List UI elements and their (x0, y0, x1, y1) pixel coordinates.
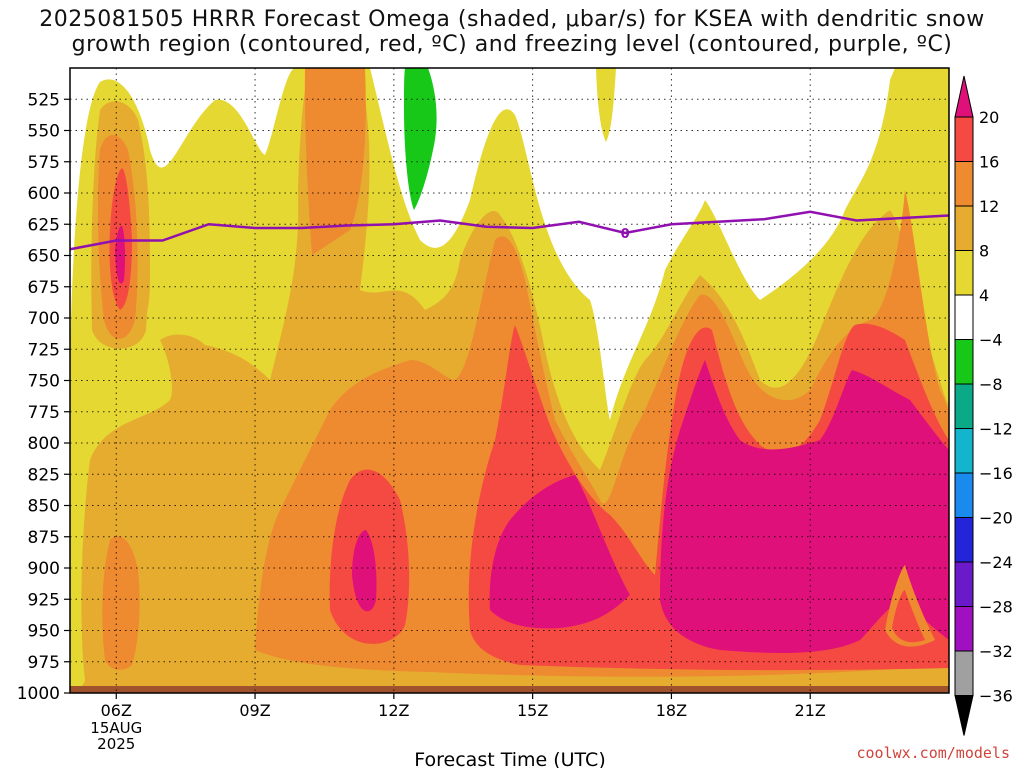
omega-band-20 (352, 530, 377, 612)
y-tick-label: 925 (28, 590, 60, 610)
y-tick-label: 775 (28, 403, 60, 423)
y-tick-label: 1000 (17, 684, 60, 704)
y-tick-label: 550 (28, 122, 60, 142)
colorbar-swatch (954, 161, 974, 207)
colorbar-label: 8 (979, 242, 989, 261)
colorbar-bottom-arrow (954, 695, 974, 736)
colorbar-swatch (954, 250, 974, 296)
y-tick-label: 675 (28, 278, 60, 298)
x-tick-label: 21Z (795, 701, 826, 720)
colorbar-swatch (954, 116, 974, 162)
x-tick-sublabel: 2025 (97, 735, 135, 753)
omega-band-16 (892, 590, 925, 643)
colorbar-swatch (954, 606, 974, 652)
colorbar-swatch (954, 294, 974, 340)
y-tick-label: 725 (28, 340, 60, 360)
colorbar-label: −4 (979, 331, 1003, 350)
colorbar-swatch (954, 205, 974, 251)
colorbar-label: −20 (979, 509, 1013, 528)
omega-shading (70, 68, 949, 693)
colorbar-swatch (954, 561, 974, 607)
x-tick-sublabel: 15AUG (90, 719, 142, 737)
x-axis-label: Forecast Time (UTC) (414, 749, 605, 768)
chart-title-line-1: 2025081505 HRRR Forecast Omega (shaded, … (39, 7, 985, 32)
colorbar-swatch (954, 650, 974, 696)
grid-lines (70, 68, 949, 693)
y-tick-label: 975 (28, 653, 60, 673)
y-tick-label: 900 (28, 559, 60, 579)
omega-band-20 (660, 360, 949, 653)
colorbar-label: −28 (979, 598, 1013, 617)
ground-strip (70, 686, 949, 693)
y-tick-label: 700 (28, 309, 60, 329)
colorbar-swatch (954, 339, 974, 385)
colorbar-label: −36 (979, 687, 1013, 706)
colorbar-swatch (954, 472, 974, 518)
freezing-level-label: 0 (621, 227, 630, 242)
x-tick-label: 12Z (378, 701, 409, 720)
chart-title-line-2: growth region (contoured, red, ºC) and f… (71, 32, 953, 57)
y-tick-label: 600 (28, 184, 60, 204)
site-credit: coolwx.com/models (856, 744, 1010, 762)
y-tick-label: 825 (28, 465, 60, 485)
colorbar-swatch (954, 428, 974, 474)
colorbar-top-arrow (954, 75, 974, 118)
y-tick-label: 750 (28, 372, 60, 392)
omega-band-4 (596, 68, 616, 142)
y-tick-label: 625 (28, 215, 60, 235)
y-tick-label: 650 (28, 247, 60, 267)
y-tick-label: 950 (28, 622, 60, 642)
y-tick-label: 875 (28, 528, 60, 548)
colorbar-label: 20 (979, 108, 999, 127)
y-tick-label: 575 (28, 153, 60, 173)
y-tick-label: 800 (28, 434, 60, 454)
colorbar-label: −24 (979, 553, 1013, 572)
colorbar-swatch (954, 383, 974, 429)
omega-band-20 (489, 475, 630, 629)
x-tick-label: 18Z (656, 701, 687, 720)
colorbar-label: −8 (979, 375, 1003, 394)
omega-band-neg8 (404, 68, 437, 210)
colorbar-label: −32 (979, 642, 1013, 661)
y-axis: 525 550 575 600 625 650 675 700 725 750 775 800 825 8… (17, 90, 70, 704)
colorbar-swatch (954, 517, 974, 563)
freezing-level-contour (69, 210, 950, 251)
colorbar-label: 12 (979, 197, 999, 216)
y-tick-label: 525 (28, 90, 60, 110)
colorbar-label: 16 (979, 153, 999, 172)
x-tick-label: 06Z (101, 701, 132, 720)
colorbar-label: −12 (979, 420, 1013, 439)
omega-band-12 (102, 536, 140, 670)
colorbar: 20 16 12 8 4 −4 −8 −12 −16 −20 −24 −28 −32 −36 (954, 75, 1013, 736)
x-tick-label: 15Z (517, 701, 548, 720)
x-tick-label: 09Z (239, 701, 270, 720)
colorbar-label: −16 (979, 464, 1013, 483)
y-tick-label: 850 (28, 497, 60, 517)
colorbar-label: 4 (979, 286, 989, 305)
